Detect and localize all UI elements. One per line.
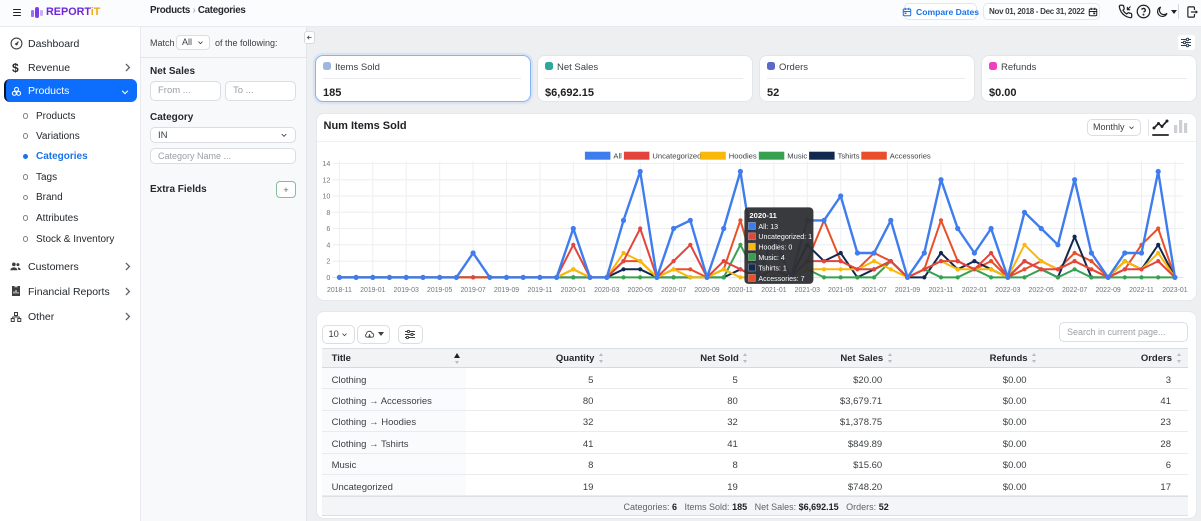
- svg-text:12: 12: [322, 175, 330, 184]
- svg-text:Tshirts: 1: Tshirts: 1: [758, 264, 786, 272]
- svg-text:Tshirts: Tshirts: [837, 151, 859, 160]
- svg-text:2020-11: 2020-11: [728, 286, 753, 293]
- svg-text:2020-11: 2020-11: [749, 210, 777, 219]
- svg-text:2021-01: 2021-01: [761, 286, 786, 293]
- svg-text:Hoodies: 0: Hoodies: 0: [758, 243, 792, 251]
- svg-text:Accessories: 7: Accessories: 7: [758, 274, 804, 282]
- svg-text:0: 0: [326, 273, 330, 282]
- svg-text:4: 4: [326, 240, 330, 249]
- svg-text:Music: Music: [787, 151, 807, 160]
- svg-text:Hoodies: Hoodies: [728, 151, 756, 160]
- svg-text:2021-07: 2021-07: [861, 286, 886, 293]
- svg-text:2019-05: 2019-05: [427, 286, 452, 293]
- svg-text:8: 8: [326, 207, 330, 216]
- svg-text:2022-05: 2022-05: [1028, 286, 1053, 293]
- svg-text:All: All: [613, 151, 622, 160]
- svg-text:2020-03: 2020-03: [594, 286, 619, 293]
- svg-text:2021-09: 2021-09: [894, 286, 919, 293]
- svg-text:2020-07: 2020-07: [661, 286, 686, 293]
- svg-text:2021-03: 2021-03: [794, 286, 819, 293]
- svg-text:2019-01: 2019-01: [360, 286, 385, 293]
- svg-text:2021-11: 2021-11: [928, 286, 953, 293]
- svg-text:2023-01: 2023-01: [1162, 286, 1187, 293]
- svg-text:2020-01: 2020-01: [560, 286, 585, 293]
- svg-text:2: 2: [326, 256, 330, 265]
- svg-text:2019-03: 2019-03: [393, 286, 418, 293]
- svg-text:All: 13: All: 13: [758, 222, 778, 230]
- svg-text:2022-07: 2022-07: [1062, 286, 1087, 293]
- svg-text:2022-01: 2022-01: [961, 286, 986, 293]
- svg-text:10: 10: [322, 191, 330, 200]
- svg-text:2019-07: 2019-07: [460, 286, 485, 293]
- svg-text:2019-09: 2019-09: [493, 286, 518, 293]
- svg-text:2022-09: 2022-09: [1095, 286, 1120, 293]
- svg-text:2020-09: 2020-09: [694, 286, 719, 293]
- svg-text:2019-11: 2019-11: [527, 286, 552, 293]
- svg-text:2022-03: 2022-03: [995, 286, 1020, 293]
- svg-text:Uncategorized: 1: Uncategorized: 1: [758, 233, 812, 241]
- svg-text:2021-05: 2021-05: [828, 286, 853, 293]
- svg-text:Uncategorized: Uncategorized: [652, 151, 701, 160]
- svg-text:6: 6: [326, 224, 330, 233]
- svg-text:2018-11: 2018-11: [327, 286, 352, 293]
- svg-text:14: 14: [322, 159, 330, 168]
- svg-text:2020-05: 2020-05: [627, 286, 652, 293]
- svg-text:Accessories: Accessories: [889, 151, 930, 160]
- svg-text:Music: 4: Music: 4: [758, 254, 784, 262]
- svg-text:2022-11: 2022-11: [1129, 286, 1154, 293]
